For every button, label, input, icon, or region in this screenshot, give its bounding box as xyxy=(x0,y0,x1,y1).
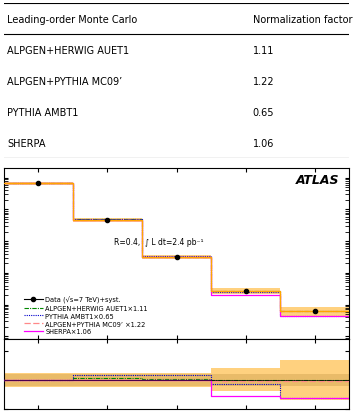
Text: 0.65: 0.65 xyxy=(253,107,274,118)
Legend: Data (√s=7 TeV)+syst., ALPGEN+HERWIG AUET1×1.11, PYTHIA AMBT1×0.65, ALPGEN+PYTHI: Data (√s=7 TeV)+syst., ALPGEN+HERWIG AUE… xyxy=(24,297,148,335)
Text: 1.11: 1.11 xyxy=(253,45,274,56)
Text: ALPGEN+HERWIG AUET1: ALPGEN+HERWIG AUET1 xyxy=(7,45,129,56)
Text: PYTHIA AMBT1: PYTHIA AMBT1 xyxy=(7,107,78,118)
Text: Leading-order Monte Carlo: Leading-order Monte Carlo xyxy=(7,14,137,25)
Text: 1.06: 1.06 xyxy=(253,138,274,149)
Text: ALPGEN+PYTHIA MC09’: ALPGEN+PYTHIA MC09’ xyxy=(7,76,122,87)
Text: 1.22: 1.22 xyxy=(253,76,274,87)
Text: R=0.4,  ∫ L dt=2.4 pb⁻¹: R=0.4, ∫ L dt=2.4 pb⁻¹ xyxy=(114,237,204,246)
Text: Normalization factor: Normalization factor xyxy=(253,14,352,25)
Text: ATLAS: ATLAS xyxy=(295,174,339,187)
Text: SHERPA: SHERPA xyxy=(7,138,46,149)
